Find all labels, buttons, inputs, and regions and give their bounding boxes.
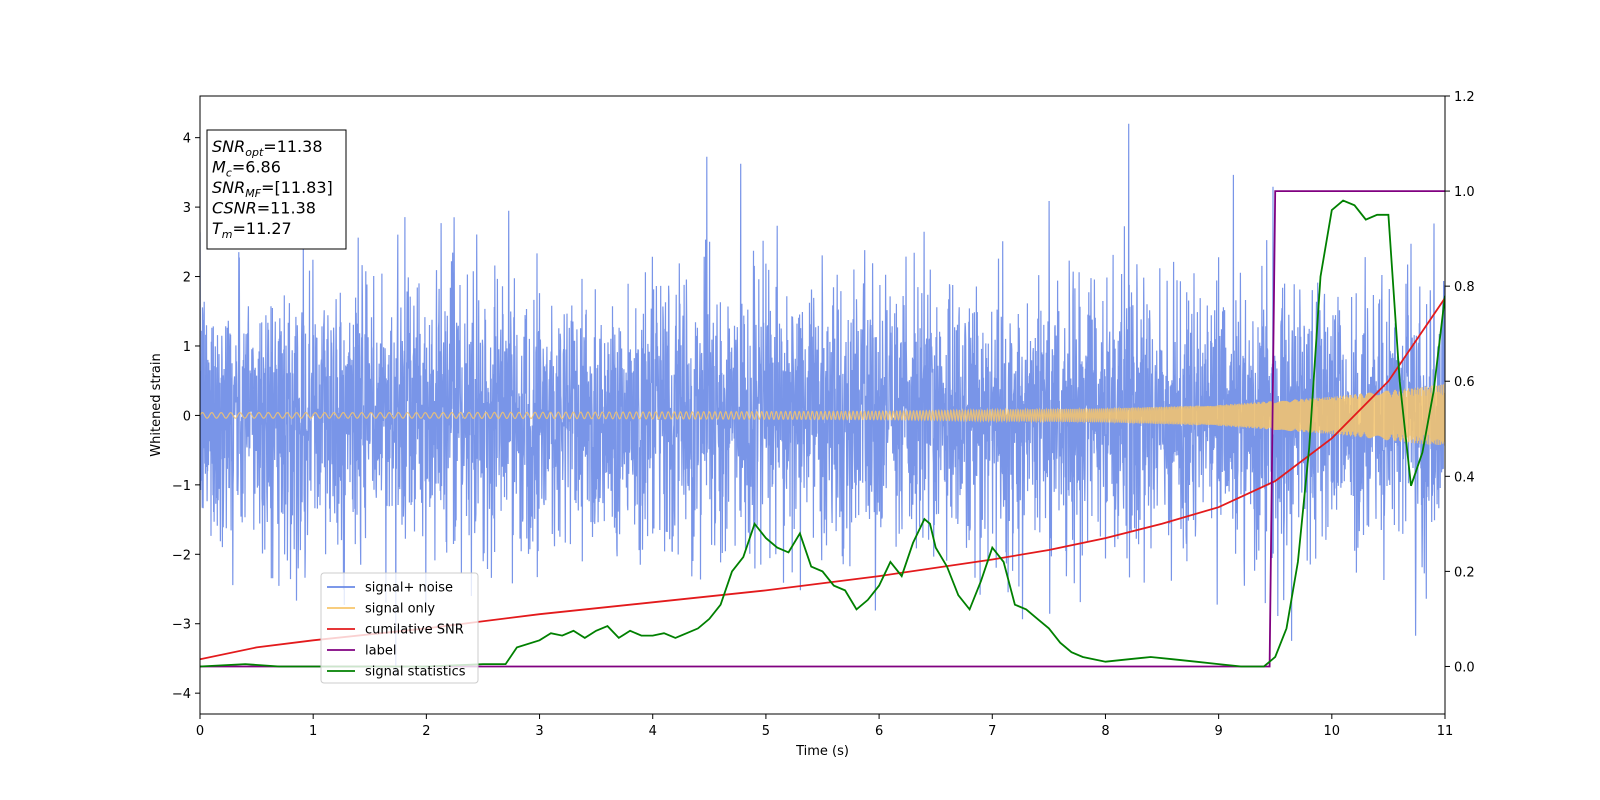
y-axis-label: Whitened strain: [149, 353, 164, 456]
annotation-line: SNRopt=11.38: [212, 137, 323, 159]
y-tick-label: −3: [172, 618, 191, 633]
x-tick-label: 2: [422, 724, 430, 739]
x-tick-label: 10: [1324, 724, 1341, 739]
y-tick-label: 0: [183, 409, 191, 424]
legend-frame: [320, 572, 479, 684]
signal-noise-series: [200, 123, 1445, 675]
legend-label: cumilative SNR: [365, 623, 464, 638]
signal-noise-line: [200, 123, 1445, 675]
y2-axis-ticks: 0.0 0.2 0.4 0.6 0.8 1.0 1.2: [1445, 90, 1475, 675]
y-tick-label: 1: [183, 340, 191, 355]
signal-only-series: [200, 384, 1445, 446]
y2-tick-label: 0.4: [1454, 470, 1475, 485]
annotation-frame: [206, 129, 347, 250]
annotation-line: Mc=6.86: [212, 158, 281, 180]
y-tick-label: 3: [183, 201, 191, 216]
x-tick-label: 9: [1214, 724, 1222, 739]
x-tick-label: 6: [875, 724, 883, 739]
y2-tick-label: 1.2: [1454, 90, 1475, 105]
x-tick-label: 7: [988, 724, 996, 739]
metrics-annotation-box: SNRopt=11.38Mc=6.86SNRMF=[11.83]CSNR=11.…: [206, 129, 347, 250]
y2-tick-label: 1.0: [1454, 185, 1475, 200]
y-tick-label: 2: [183, 271, 191, 286]
x-axis-label: Time (s): [795, 744, 849, 759]
x-tick-label: 3: [535, 724, 543, 739]
x-axis-ticks: 0 1 2 3 4 5 6 7 8 9 10 11: [196, 714, 1453, 739]
annotation-line: SNRMF=[11.83]: [212, 178, 333, 200]
y2-tick-label: 0.6: [1454, 375, 1475, 390]
legend: signal+ noise signal only cumilative SNR la…: [320, 572, 479, 684]
x-tick-label: 1: [309, 724, 317, 739]
x-tick-label: 0: [196, 724, 204, 739]
legend-label: signal only: [365, 602, 435, 617]
annotation-line: CSNR=11.38: [212, 199, 316, 218]
y-tick-label: −4: [172, 687, 191, 702]
x-tick-label: 4: [649, 724, 657, 739]
legend-label: signal+ noise: [365, 581, 453, 596]
y2-tick-label: 0.0: [1454, 660, 1475, 675]
y2-tick-label: 0.2: [1454, 565, 1475, 580]
legend-label: signal statistics: [365, 665, 466, 680]
x-tick-label: 5: [762, 724, 770, 739]
y-tick-label: −2: [172, 548, 191, 563]
y-tick-label: −1: [172, 479, 191, 494]
signal-statistics-line: [200, 199, 1445, 668]
plot-frame: [199, 95, 1446, 715]
x-tick-label: 8: [1101, 724, 1109, 739]
y-axis-ticks: −4 −3 −2 −1 0 1 2 3 4: [172, 132, 200, 702]
label-line: [200, 190, 1445, 668]
annotation-line: Tm=11.27: [212, 219, 292, 241]
y-tick-label: 4: [183, 132, 191, 147]
signal-only-line: [200, 384, 1445, 446]
x-tick-label: 11: [1437, 724, 1454, 739]
legend-label: label: [365, 644, 396, 659]
y2-tick-label: 0.8: [1454, 280, 1475, 295]
